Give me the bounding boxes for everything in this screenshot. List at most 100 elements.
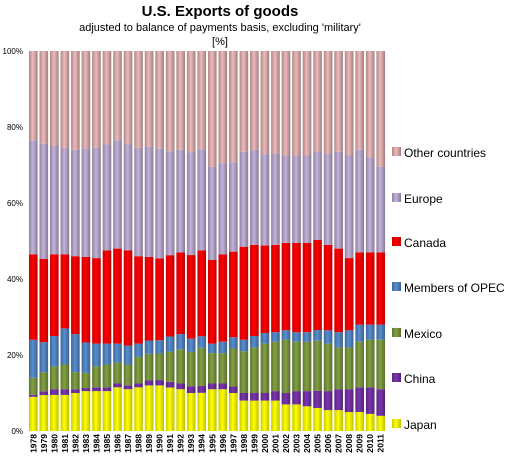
bar-segment-members-of-opec-2008 (344, 330, 354, 348)
bar-segment-china-2007 (334, 389, 343, 411)
bar-segment-europe-2004 (302, 155, 312, 243)
bar-segment-members-of-opec-2006 (323, 330, 333, 344)
bar-segment-canada-2010 (365, 252, 375, 325)
legend-swatch (392, 237, 401, 246)
bar-segment-other-countries-2004 (302, 51, 312, 156)
bar-segment-canada-1999 (250, 244, 259, 336)
bar-segment-canada-1989 (144, 256, 154, 341)
legend-label: Members of OPEC (404, 281, 505, 295)
bar-segment-japan-1986 (113, 387, 122, 431)
bar-segment-mexico-2007 (334, 347, 343, 390)
bar-segment-japan-2005 (313, 407, 322, 431)
bar-segment-china-1987 (123, 385, 133, 390)
bar-segment-china-1993 (186, 386, 196, 393)
bar-segment-mexico-2002 (281, 339, 291, 393)
bar-segment-japan-1999 (250, 400, 259, 431)
bar-segment-other-countries-2010 (365, 51, 375, 158)
bar-segment-china-1985 (102, 387, 112, 392)
bar-segment-japan-2007 (334, 410, 343, 431)
x-tick-label: 2004 (302, 434, 312, 453)
bar-segment-japan-1995 (207, 389, 217, 431)
bar-segment-members-of-opec-1978 (28, 339, 38, 378)
bar-segment-europe-1990 (155, 148, 164, 259)
bar-segment-japan-2010 (365, 413, 375, 431)
bar-segment-members-of-opec-2002 (281, 330, 291, 340)
bar-segment-canada-1978 (28, 254, 38, 340)
x-tick-label: 1990 (155, 434, 165, 453)
bar-segment-china-1990 (155, 380, 164, 386)
bar-segment-mexico-1988 (134, 356, 143, 384)
bar-segment-canada-1986 (113, 248, 122, 344)
bar-segment-canada-2007 (334, 248, 343, 333)
bar-segment-canada-2001 (271, 244, 280, 333)
x-tick-label: 1984 (91, 434, 101, 453)
bar-segment-other-countries-2008 (344, 51, 354, 156)
x-tick-label: 2007 (334, 434, 344, 453)
bar-segment-mexico-2001 (271, 341, 280, 392)
bar-segment-other-countries-1993 (186, 51, 196, 153)
bar-segment-canada-1984 (92, 258, 101, 344)
legend-label: Europe (404, 192, 443, 206)
bar-segment-europe-1992 (176, 149, 185, 253)
bar-segment-canada-1983 (81, 256, 91, 343)
bar-segment-mexico-1987 (123, 364, 133, 386)
bar-segment-members-of-opec-1988 (134, 343, 143, 357)
bar-segment-mexico-1984 (92, 366, 101, 388)
bar-segment-mexico-1990 (155, 353, 164, 381)
bar-segment-china-1998 (239, 393, 249, 401)
x-tick-label: 2006 (323, 434, 333, 453)
bar-segment-members-of-opec-1991 (165, 336, 175, 352)
bar-segment-china-2000 (260, 393, 270, 401)
legend-label: Japan (404, 418, 437, 432)
bar-segment-japan-1997 (229, 393, 238, 431)
bar-segment-mexico-2005 (313, 340, 322, 391)
bar-segment-members-of-opec-1987 (123, 345, 133, 365)
bar-segment-china-1999 (250, 393, 259, 401)
y-tick-label: 60% (7, 199, 23, 208)
bar-segment-other-countries-1988 (134, 51, 143, 148)
bar-segment-members-of-opec-2004 (302, 332, 312, 342)
bar-segment-europe-1978 (28, 140, 38, 255)
bar-segment-members-of-opec-1990 (155, 340, 164, 354)
bar-segment-mexico-2008 (344, 347, 354, 390)
bar-segment-china-1995 (207, 383, 217, 390)
bar-segment-japan-2009 (355, 412, 364, 431)
x-tick-label: 2000 (260, 434, 270, 453)
bar-segment-canada-1979 (39, 258, 49, 343)
x-tick-label: 2001 (270, 434, 280, 453)
bar-segment-canada-1992 (176, 252, 185, 335)
bar-segment-europe-1988 (134, 147, 143, 257)
bar-segment-canada-1987 (123, 250, 133, 346)
bar-segment-china-1979 (39, 391, 49, 396)
bar-segment-other-countries-2011 (376, 51, 386, 167)
bar-segment-canada-2000 (260, 245, 270, 333)
bar-segment-members-of-opec-1981 (60, 328, 70, 365)
y-tick-label: 100% (3, 47, 23, 56)
bar-segment-mexico-1981 (60, 364, 70, 390)
bar-segment-japan-1998 (239, 400, 249, 431)
x-tick-label: 1995 (207, 434, 217, 453)
x-tick-label: 1992 (176, 434, 186, 453)
bar-segment-europe-1984 (92, 147, 101, 259)
bar-segment-europe-1994 (197, 149, 207, 251)
x-tick-label: 2003 (292, 434, 302, 453)
bar-segment-china-1989 (144, 380, 154, 386)
bar-segment-japan-1978 (28, 396, 38, 431)
bar-segment-other-countries-2007 (334, 51, 343, 152)
bar-segment-japan-2003 (292, 404, 301, 431)
bar-segment-japan-2001 (271, 400, 280, 431)
bar-segment-europe-1989 (144, 146, 154, 257)
bar-segment-members-of-opec-1995 (207, 343, 217, 354)
bar-segment-mexico-1992 (176, 349, 185, 384)
bar-segment-canada-2009 (355, 252, 364, 325)
bar-segment-china-2001 (271, 391, 280, 401)
bar-segment-canada-2002 (281, 242, 291, 331)
bar-segment-canada-1988 (134, 256, 143, 344)
x-tick-label: 1983 (81, 434, 91, 453)
bar-segment-canada-1993 (186, 255, 196, 339)
bar-segment-japan-1992 (176, 389, 185, 431)
bar-segment-canada-1998 (239, 246, 249, 340)
bar-segment-other-countries-1981 (60, 51, 70, 148)
x-tick-label: 1987 (123, 434, 133, 453)
bar-segment-china-2004 (302, 391, 312, 407)
